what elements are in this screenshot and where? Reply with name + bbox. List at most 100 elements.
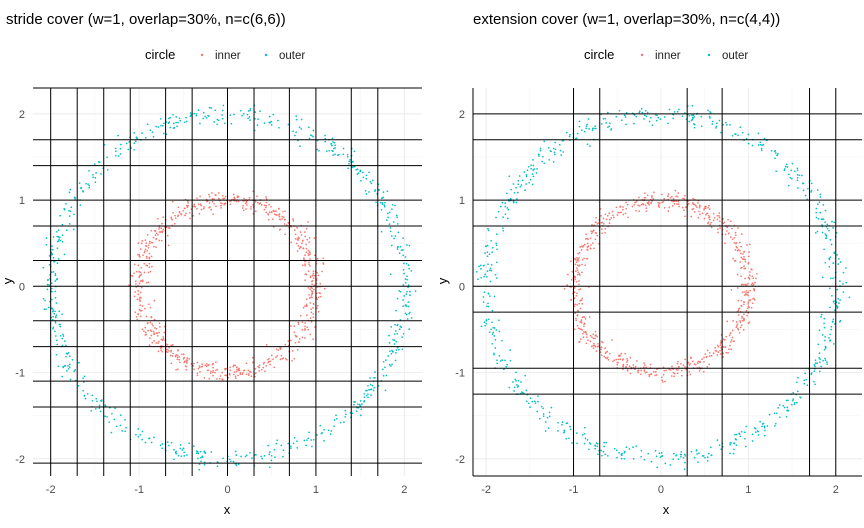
point-outer bbox=[475, 271, 478, 273]
point-outer bbox=[825, 237, 828, 239]
point-outer bbox=[119, 143, 122, 146]
point-inner bbox=[218, 377, 221, 380]
point-outer bbox=[515, 371, 517, 374]
point-outer bbox=[368, 191, 370, 193]
point-inner bbox=[245, 373, 248, 376]
point-outer bbox=[409, 294, 411, 296]
point-outer bbox=[88, 184, 91, 187]
point-outer bbox=[260, 455, 263, 458]
point-outer bbox=[199, 450, 202, 453]
point-inner bbox=[617, 361, 619, 364]
point-outer bbox=[704, 456, 706, 459]
point-inner bbox=[729, 344, 731, 347]
point-outer bbox=[693, 116, 696, 118]
point-outer bbox=[111, 412, 113, 415]
point-inner bbox=[743, 303, 745, 306]
point-outer bbox=[512, 183, 515, 185]
point-outer bbox=[793, 403, 796, 406]
point-outer bbox=[366, 389, 368, 392]
point-inner bbox=[321, 270, 323, 273]
point-inner bbox=[741, 258, 744, 260]
point-outer bbox=[70, 206, 73, 209]
point-outer bbox=[339, 421, 342, 424]
point-outer bbox=[305, 444, 307, 447]
point-outer bbox=[390, 244, 393, 247]
point-outer bbox=[406, 290, 408, 293]
point-inner bbox=[207, 364, 209, 367]
point-inner bbox=[731, 238, 734, 241]
point-inner bbox=[302, 247, 305, 250]
point-inner bbox=[281, 218, 283, 220]
point-outer bbox=[394, 323, 396, 326]
point-outer bbox=[744, 437, 746, 440]
point-outer bbox=[623, 451, 626, 454]
point-inner bbox=[740, 252, 742, 255]
point-outer bbox=[624, 116, 627, 118]
point-inner bbox=[317, 310, 320, 313]
point-inner bbox=[580, 319, 583, 321]
point-outer bbox=[268, 115, 271, 118]
point-outer bbox=[504, 359, 506, 362]
point-outer bbox=[259, 110, 261, 112]
point-inner bbox=[738, 331, 741, 334]
point-inner bbox=[308, 261, 310, 264]
point-outer bbox=[706, 459, 709, 462]
point-outer bbox=[332, 154, 335, 156]
point-inner bbox=[709, 223, 711, 226]
point-inner bbox=[573, 328, 576, 331]
point-inner bbox=[707, 214, 710, 217]
point-inner bbox=[574, 303, 576, 306]
point-outer bbox=[54, 330, 56, 333]
point-outer bbox=[830, 325, 833, 328]
point-outer bbox=[515, 201, 518, 204]
point-outer bbox=[543, 162, 546, 165]
point-inner bbox=[707, 222, 709, 225]
point-outer bbox=[603, 441, 606, 444]
point-outer bbox=[515, 380, 517, 382]
point-outer bbox=[390, 235, 393, 237]
point-outer bbox=[786, 409, 789, 412]
point-outer bbox=[65, 202, 67, 205]
point-inner bbox=[600, 354, 603, 357]
point-inner bbox=[304, 279, 307, 281]
point-inner bbox=[722, 222, 725, 225]
point-inner bbox=[245, 362, 248, 365]
point-outer bbox=[776, 412, 778, 415]
point-outer bbox=[331, 137, 334, 140]
point-outer bbox=[54, 296, 57, 299]
point-inner bbox=[727, 218, 729, 221]
point-outer bbox=[374, 371, 376, 373]
point-outer bbox=[554, 148, 557, 151]
point-inner bbox=[740, 299, 743, 302]
point-inner bbox=[579, 246, 581, 248]
point-outer bbox=[586, 123, 588, 126]
point-outer bbox=[625, 123, 627, 126]
point-inner bbox=[677, 369, 679, 371]
point-outer bbox=[401, 336, 404, 338]
point-outer bbox=[144, 136, 147, 139]
point-inner bbox=[637, 371, 640, 374]
point-inner bbox=[602, 217, 605, 220]
point-outer bbox=[387, 212, 389, 215]
point-outer bbox=[85, 182, 87, 185]
point-inner bbox=[282, 216, 285, 219]
point-inner bbox=[594, 238, 597, 241]
point-inner bbox=[741, 319, 744, 322]
point-inner bbox=[232, 373, 235, 376]
point-outer bbox=[324, 140, 327, 143]
point-outer bbox=[386, 190, 389, 193]
x-tick-label: -1 bbox=[569, 484, 579, 496]
point-outer bbox=[195, 112, 198, 115]
point-inner bbox=[250, 375, 253, 378]
point-inner bbox=[178, 358, 181, 361]
point-inner bbox=[322, 263, 325, 265]
point-outer bbox=[600, 449, 602, 452]
point-inner bbox=[740, 324, 743, 326]
point-outer bbox=[345, 413, 347, 416]
point-outer bbox=[282, 449, 285, 452]
point-outer bbox=[820, 365, 822, 368]
point-inner bbox=[204, 364, 207, 367]
point-inner bbox=[600, 221, 603, 224]
point-inner bbox=[197, 203, 200, 206]
point-outer bbox=[487, 229, 490, 232]
